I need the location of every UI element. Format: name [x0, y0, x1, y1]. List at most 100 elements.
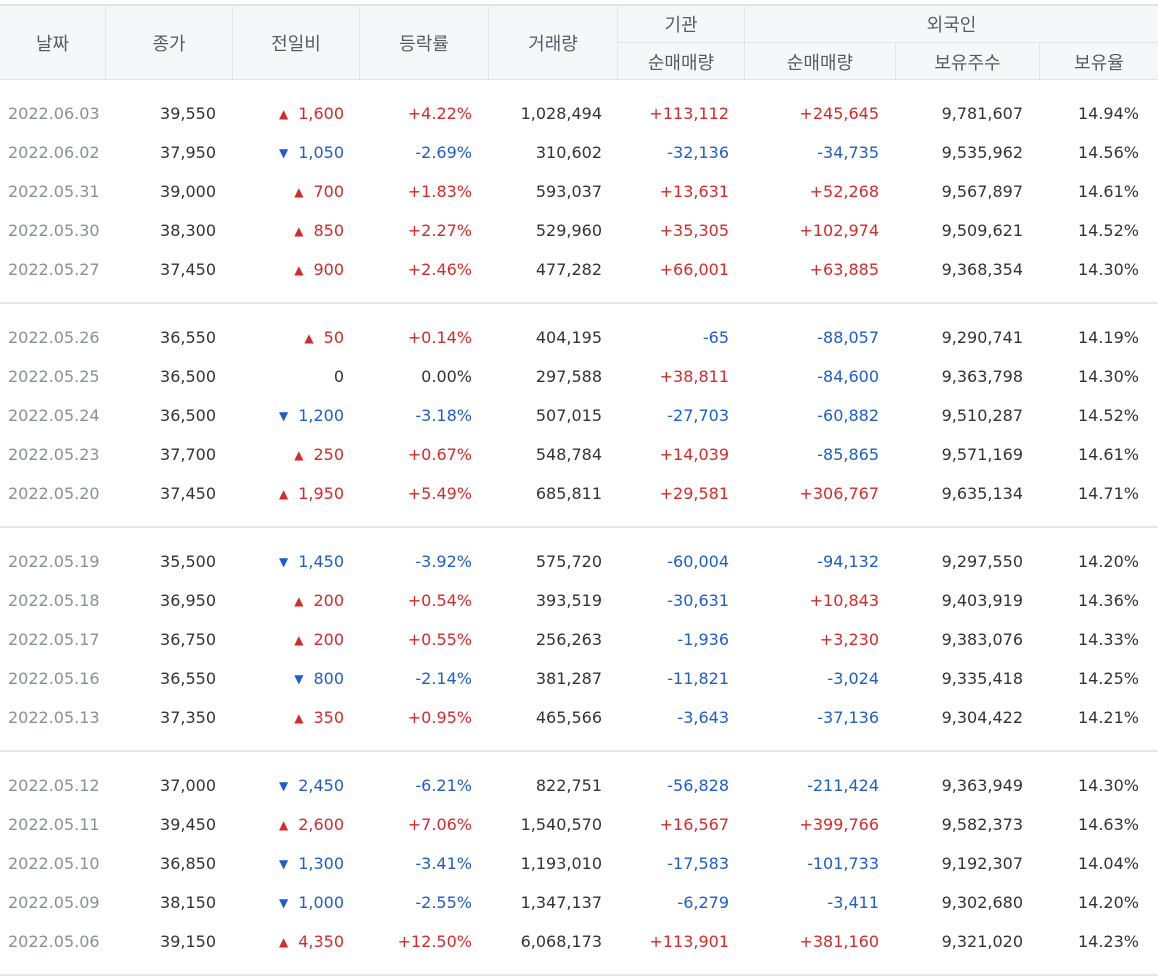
inst-net-cell: -30,631 [667, 591, 729, 610]
close-cell: 37,000 [160, 776, 216, 795]
up-triangle-icon: ▲ [278, 487, 289, 501]
header-divider [744, 6, 745, 80]
close-cell: 38,150 [160, 893, 216, 912]
rate-cell: +4.22% [407, 104, 472, 123]
header-institution: 기관 [664, 15, 698, 36]
close-cell: 37,950 [160, 143, 216, 162]
table-row: 2022.05.10 36,850 ▼ 1,300 -3.41% 1,193,010 -17… [0, 844, 1158, 883]
inst-net-cell: +16,567 [659, 815, 729, 834]
header-volume[interactable]: 거래량 [528, 34, 578, 55]
change-cell: ▼ 1,200 [279, 396, 344, 435]
close-cell: 36,550 [160, 328, 216, 347]
header-divider [488, 6, 489, 80]
header-divider [895, 42, 896, 80]
inst-net-cell: +38,811 [659, 367, 729, 386]
inst-net-cell: -6,279 [677, 893, 729, 912]
holdings-cell: 9,509,621 [941, 221, 1023, 240]
holdings-cell: 9,635,134 [941, 484, 1023, 503]
inst-net-cell: +66,001 [659, 260, 729, 279]
date-cell: 2022.05.27 [8, 260, 100, 279]
change-value: 1,300 [298, 854, 344, 873]
table-row: 2022.05.17 36,750 ▲ 200 +0.55% 256,263 -1,936 +… [0, 620, 1158, 659]
change-value: 0 [333, 367, 344, 386]
volume-cell: 297,588 [535, 367, 602, 386]
change-cell: ▲ 250 [294, 435, 344, 474]
table-row: 2022.05.30 38,300 ▲ 850 +2.27% 529,960 +35,305… [0, 211, 1158, 250]
date-cell: 2022.05.26 [8, 328, 100, 347]
date-cell: 2022.05.17 [8, 630, 100, 649]
rate-cell: -2.55% [415, 893, 472, 912]
down-triangle-icon: ▼ [278, 146, 289, 160]
date-cell: 2022.05.16 [8, 669, 100, 688]
volume-cell: 465,566 [535, 708, 602, 727]
foreign-net-cell: -3,024 [827, 669, 879, 688]
date-cell: 2022.05.09 [8, 893, 100, 912]
change-value: 200 [313, 591, 344, 610]
holdings-cell: 9,567,897 [941, 182, 1023, 201]
ratio-cell: 14.36% [1077, 591, 1139, 610]
foreign-net-cell: +399,766 [799, 815, 879, 834]
change-cell: ▲ 1,950 [279, 474, 344, 513]
header-rate[interactable]: 등락률 [399, 34, 449, 55]
volume-cell: 256,263 [535, 630, 602, 649]
table-row: 2022.05.27 37,450 ▲ 900 +2.46% 477,282 +66,001… [0, 250, 1158, 289]
rate-cell: 0.00% [421, 367, 472, 386]
volume-cell: 548,784 [535, 445, 602, 464]
close-cell: 39,550 [160, 104, 216, 123]
holdings-cell: 9,510,287 [941, 406, 1023, 425]
header-change[interactable]: 전일비 [271, 34, 321, 55]
header-ratio[interactable]: 보유율 [1074, 52, 1124, 74]
group-separator [0, 974, 1158, 976]
header-date[interactable]: 날짜 [35, 34, 70, 55]
rate-cell: +0.54% [407, 591, 472, 610]
table-row: 2022.05.13 37,350 ▲ 350 +0.95% 465,566 -3,643 -… [0, 698, 1158, 737]
table-row: 2022.05.11 39,450 ▲ 2,600 +7.06% 1,540,570 +16… [0, 805, 1158, 844]
foreign-net-cell: -94,132 [817, 552, 879, 571]
header-foreign-net[interactable]: 순매매량 [786, 52, 854, 74]
header-holdings[interactable]: 보유주수 [934, 52, 1001, 74]
ratio-cell: 14.61% [1077, 445, 1139, 464]
rate-cell: +7.06% [407, 815, 472, 834]
change-value: 250 [313, 445, 344, 464]
table-row: 2022.05.25 36,500 0 0.00% 297,588 +38,811 -84,… [0, 357, 1158, 396]
up-triangle-icon: ▲ [278, 935, 289, 949]
ratio-cell: 14.33% [1077, 630, 1139, 649]
change-value: 200 [313, 630, 344, 649]
ratio-cell: 14.30% [1077, 776, 1139, 795]
rate-cell: -2.14% [415, 669, 472, 688]
foreign-net-cell: +3,230 [819, 630, 879, 649]
change-value: 900 [313, 260, 344, 279]
date-cell: 2022.05.30 [8, 221, 100, 240]
volume-cell: 1,028,494 [520, 104, 602, 123]
volume-cell: 593,037 [535, 182, 602, 201]
date-cell: 2022.05.19 [8, 552, 100, 571]
ratio-cell: 14.63% [1077, 815, 1139, 834]
rate-cell: +1.83% [407, 182, 472, 201]
date-cell: 2022.05.10 [8, 854, 100, 873]
down-triangle-icon: ▼ [278, 896, 289, 910]
up-triangle-icon: ▲ [294, 263, 304, 277]
rate-cell: -3.18% [415, 406, 472, 425]
header-divider [1039, 42, 1040, 80]
holdings-cell: 9,571,169 [941, 445, 1023, 464]
ratio-cell: 14.20% [1077, 552, 1139, 571]
close-cell: 37,450 [160, 260, 216, 279]
change-cell: ▲ 200 [294, 620, 344, 659]
up-triangle-icon: ▲ [294, 711, 304, 725]
date-cell: 2022.06.02 [8, 143, 100, 162]
volume-cell: 1,540,570 [520, 815, 602, 834]
down-triangle-icon: ▼ [278, 779, 289, 793]
down-triangle-icon: ▼ [278, 409, 289, 423]
volume-cell: 1,347,137 [520, 893, 602, 912]
rate-cell: +0.67% [407, 445, 472, 464]
change-value: 850 [313, 221, 344, 240]
ratio-cell: 14.25% [1077, 669, 1139, 688]
header-foreign: 외국인 [926, 15, 977, 36]
table-row: 2022.05.09 38,150 ▼ 1,000 -2.55% 1,347,137 -6,… [0, 883, 1158, 922]
ratio-cell: 14.21% [1077, 708, 1139, 727]
header-inst-net[interactable]: 순매매량 [647, 52, 715, 74]
close-cell: 38,300 [160, 221, 216, 240]
header-close[interactable]: 종가 [152, 34, 186, 55]
table-row: 2022.06.03 39,550 ▲ 1,600 +4.22% 1,028,494 +11… [0, 94, 1158, 133]
group-separator [0, 750, 1158, 752]
